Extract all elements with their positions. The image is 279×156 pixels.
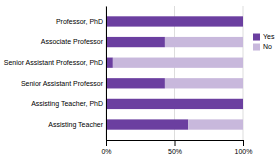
tick-mark xyxy=(243,140,244,146)
category-label: Assisting Teacher, PhD xyxy=(31,100,103,108)
bar xyxy=(106,78,165,88)
category-label: Assisting Teacher xyxy=(48,121,103,129)
tick: Assisting Teacher xyxy=(48,121,103,129)
tick: Assisting Teacher, PhD xyxy=(31,100,103,108)
legend-swatch xyxy=(253,44,260,51)
bar xyxy=(165,78,243,88)
tick-label: 0% xyxy=(101,148,111,155)
bar xyxy=(106,99,243,109)
grid-line xyxy=(106,6,107,140)
tick: Professor, PhD xyxy=(56,18,103,25)
series xyxy=(106,16,243,129)
tick: 0% xyxy=(101,140,111,155)
legend-label: Yes xyxy=(263,33,275,40)
category-label: Senior Assistant Professor xyxy=(21,80,104,87)
tick: Senior Assistant Professor xyxy=(21,80,104,87)
legend-item: Yes xyxy=(253,33,275,40)
tick-label: 50% xyxy=(168,148,182,155)
bar xyxy=(188,119,243,129)
tick: 100% xyxy=(235,140,253,155)
y-axis-line xyxy=(106,7,107,141)
legend: Yes No xyxy=(253,33,275,50)
category-label: Senior Assistant Professor, PhD xyxy=(4,59,103,66)
bar xyxy=(243,16,244,26)
bar xyxy=(106,58,113,68)
series xyxy=(113,37,243,130)
bar xyxy=(106,16,243,26)
bar xyxy=(113,58,243,68)
chart: 0%50%100%Assisting TeacherAssisting Teac… xyxy=(0,0,279,156)
bars xyxy=(106,16,243,129)
bar xyxy=(243,99,244,109)
legend-swatch xyxy=(253,34,260,41)
tick: Associate Professor xyxy=(41,38,104,45)
plot: 0%50%100%Assisting TeacherAssisting Teac… xyxy=(4,6,253,155)
category-label: Associate Professor xyxy=(41,38,104,45)
tick: 50% xyxy=(168,140,182,155)
tick: Senior Assistant Professor, PhD xyxy=(4,59,103,66)
bar xyxy=(106,119,188,129)
grid xyxy=(106,6,243,140)
legend-item: No xyxy=(253,43,272,50)
legend-label: No xyxy=(263,43,272,50)
tick-mark xyxy=(175,140,176,146)
tick-mark xyxy=(106,140,107,146)
bar xyxy=(106,37,165,47)
x-axis: 0% 50% 100% xyxy=(101,140,252,155)
category-label: Professor, PhD xyxy=(56,18,103,25)
bar xyxy=(165,37,243,47)
y-axis: Assisting Teacher Assisting Teacher, PhD S… xyxy=(4,7,107,141)
tick-label: 100% xyxy=(235,148,253,155)
